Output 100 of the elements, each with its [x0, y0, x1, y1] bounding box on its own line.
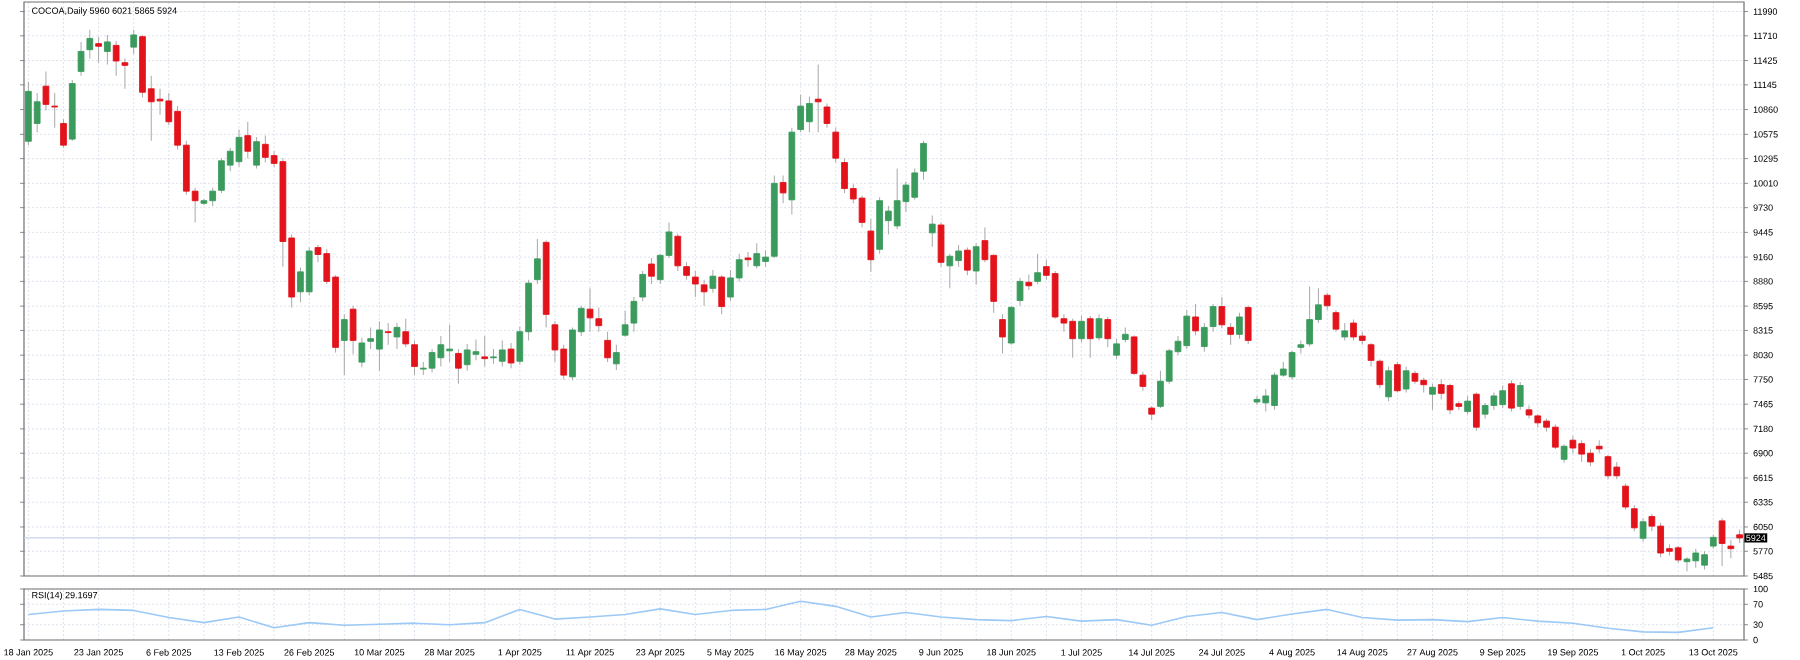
candlestick [999, 313, 1006, 354]
candlestick [1060, 313, 1068, 333]
candlestick [1376, 359, 1384, 389]
candlestick [586, 287, 594, 333]
candlestick [1604, 454, 1612, 480]
candlestick [814, 63, 822, 133]
candlestick [42, 70, 50, 111]
candlestick [1095, 313, 1103, 341]
candlestick [472, 339, 480, 361]
candlestick [1622, 483, 1629, 511]
candlestick [823, 103, 831, 129]
candlestick [156, 88, 164, 116]
candlestick [104, 34, 111, 65]
candlestick [1569, 435, 1577, 454]
candlestick [972, 242, 980, 286]
candlestick [130, 29, 138, 55]
candlestick [1429, 383, 1436, 411]
candlestick [700, 279, 708, 307]
candlestick [1016, 277, 1024, 307]
candlestick [1473, 391, 1480, 432]
candlestick [613, 344, 620, 371]
candlestick [1683, 556, 1691, 572]
candlestick [1236, 312, 1243, 340]
candlestick [1034, 253, 1041, 285]
candlestick [1394, 361, 1401, 393]
candlestick [121, 57, 129, 90]
candlestick [1209, 303, 1217, 333]
candlestick [507, 342, 515, 369]
candlestick [253, 136, 260, 170]
candlestick [648, 257, 655, 285]
candlestick [1385, 365, 1392, 402]
candlestick [1218, 296, 1226, 329]
candlestick [1402, 365, 1410, 393]
candlestick [481, 335, 489, 367]
candlestick [604, 331, 611, 363]
candlestick [1516, 381, 1524, 411]
candlestick [1288, 350, 1296, 380]
candlestick [753, 242, 761, 269]
candlestick [1332, 309, 1340, 333]
candlestick [534, 238, 541, 285]
candlestick [498, 339, 506, 367]
candlestick [1200, 322, 1208, 353]
candlestick [1104, 316, 1112, 348]
candlestick [718, 274, 726, 315]
candlestick [937, 221, 945, 268]
candlestick [964, 247, 971, 276]
line-series [27, 600, 1715, 634]
candlestick [867, 218, 875, 273]
candlestick [1192, 303, 1199, 336]
candlestick [1078, 315, 1085, 343]
candlestick [1446, 383, 1454, 415]
candlestick [455, 348, 462, 385]
candlestick [77, 41, 85, 77]
candlestick [349, 305, 357, 355]
candlestick [1367, 342, 1375, 367]
candlestick [674, 233, 682, 272]
candlestick [1508, 379, 1515, 413]
candlestick [639, 270, 647, 302]
candlestick [1139, 371, 1147, 392]
candlestick [1086, 315, 1094, 359]
candlestick [858, 194, 866, 229]
candlestick [1560, 444, 1568, 464]
candlestick [744, 251, 752, 268]
candlestick [928, 214, 936, 248]
candlestick [630, 296, 638, 333]
candlestick [1227, 322, 1234, 346]
candlestick [1727, 539, 1735, 559]
candlestick [1639, 517, 1647, 543]
candlestick [1464, 395, 1471, 415]
candlestick [1525, 404, 1533, 420]
candlestick [60, 118, 67, 149]
candlestick [832, 127, 840, 164]
candlestick [1244, 305, 1252, 345]
candlestick [86, 29, 94, 59]
candlestick [709, 269, 717, 294]
candlestick [358, 337, 366, 368]
candlestick [51, 92, 59, 129]
candlestick [463, 343, 471, 372]
candlestick [95, 36, 102, 64]
candlestick [1630, 504, 1638, 532]
candlestick [779, 175, 787, 204]
candlestick [437, 335, 445, 367]
candlestick [112, 40, 120, 77]
candlestick [1051, 270, 1059, 320]
candlestick [621, 310, 629, 338]
candlestick [235, 129, 243, 168]
candlestick [340, 313, 348, 376]
candlestick [946, 253, 954, 289]
candlestick [244, 121, 252, 159]
candlestick [920, 140, 927, 181]
candlestick [1007, 305, 1015, 346]
candlestick [393, 322, 401, 350]
candlestick [595, 306, 603, 333]
candlestick [1113, 338, 1120, 360]
candlestick [1551, 424, 1559, 450]
candlestick [1718, 517, 1726, 567]
candlestick [305, 247, 313, 296]
candlestick [428, 348, 436, 374]
candlestick [384, 322, 392, 346]
candlestick [893, 168, 901, 230]
